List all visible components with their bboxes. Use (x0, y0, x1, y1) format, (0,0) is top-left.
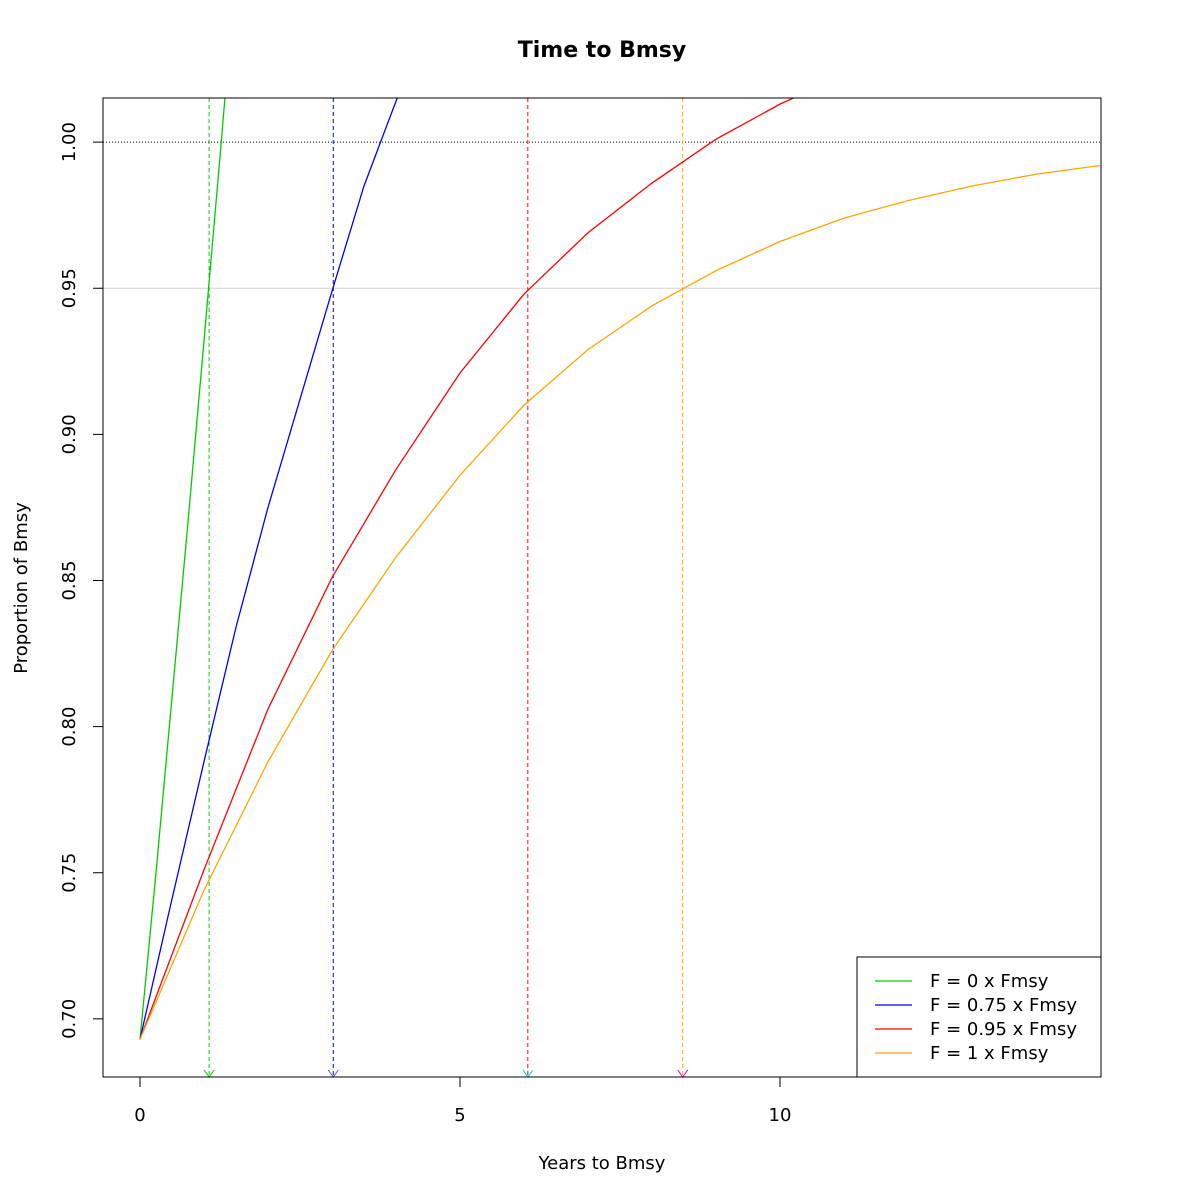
series-line (139, 98, 399, 1040)
y-tick-label: 0.75 (59, 853, 80, 893)
axes: 0 5 10 0.70 0.75 0.80 0.85 0.90 0.95 1.00 (59, 122, 791, 1126)
y-axis-label: Proportion of Bmsy (11, 502, 32, 674)
legend-label: F = 0.75 x Fmsy (930, 995, 1077, 1016)
x-tick-label: 10 (769, 1105, 792, 1126)
x-axis-label: Years to Bmsy (538, 1153, 666, 1174)
y-tick-label: 0.80 (59, 707, 80, 747)
x-tick-label: 5 (454, 1105, 465, 1126)
x-tick-label: 0 (134, 1105, 145, 1126)
y-tick-label: 1.00 (59, 122, 80, 162)
plot-area (103, 98, 1101, 1077)
y-tick-label: 0.70 (59, 999, 80, 1039)
legend: F = 0 x Fmsy F = 0.75 x Fmsy F = 0.95 x Fm… (856, 956, 1102, 1078)
y-tick-label: 0.95 (59, 268, 80, 308)
chart-title: Time to Bmsy (518, 38, 686, 63)
legend-label: F = 0.95 x Fmsy (930, 1019, 1077, 1040)
series-line (139, 164, 1101, 1040)
y-tick-label: 0.90 (59, 414, 80, 454)
legend-label: F = 0 x Fmsy (930, 971, 1049, 992)
legend-label: F = 1 x Fmsy (930, 1043, 1049, 1064)
y-tick-label: 0.85 (59, 560, 80, 600)
series-line (139, 98, 795, 1040)
series-line (139, 98, 226, 1040)
legend-box (856, 956, 1102, 1078)
